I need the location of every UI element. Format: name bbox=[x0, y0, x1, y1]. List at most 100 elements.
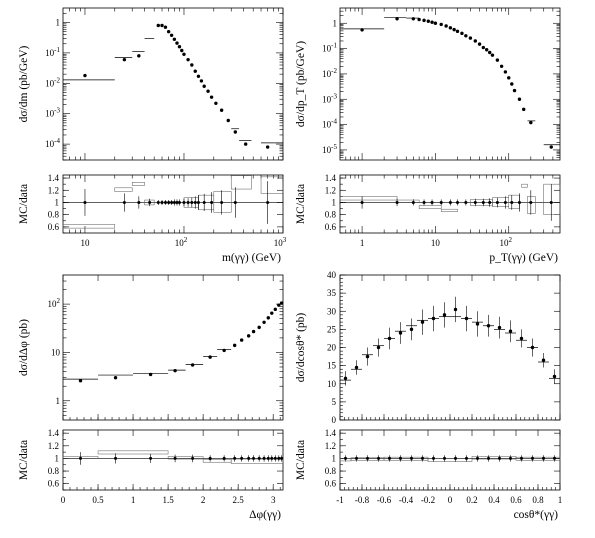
chart-costheta-xtick-label: -0.2 bbox=[421, 495, 435, 505]
chart-pt-ytick-label-exp: -5 bbox=[331, 143, 337, 151]
chart-mass-ratio-point bbox=[122, 200, 126, 204]
chart-pt-data-point bbox=[549, 145, 553, 149]
chart-pt-ytick-label-exp: -4 bbox=[331, 118, 337, 126]
chart-mass-data-point bbox=[137, 54, 141, 58]
chart-costheta-ylabel: dσ/dcosθ* (pb) bbox=[295, 313, 307, 383]
chart-dphi-ratio-point bbox=[222, 456, 226, 460]
chart-mass-ytick-label: 10-2 bbox=[45, 76, 60, 88]
chart-costheta-xlabel: cosθ*(γγ) bbox=[514, 509, 559, 521]
chart-mass-data-point bbox=[156, 23, 160, 28]
chart-pt-ylabel: dσ/dp_T (pb/GeV) bbox=[295, 41, 307, 127]
chart-pt-ratio-point bbox=[422, 200, 426, 204]
chart-pt-ytick-label: 10-3 bbox=[322, 92, 337, 104]
chart-costheta-data-point bbox=[519, 336, 524, 341]
chart-pt-ratio-point bbox=[529, 200, 533, 204]
chart-mass-xlabel: m(γγ) (GeV) bbox=[222, 252, 281, 264]
chart-mass-data-point bbox=[226, 118, 230, 123]
chart-pt-ratio-mc-box bbox=[418, 205, 442, 209]
chart-dphi-xtick-label: 2 bbox=[201, 495, 206, 505]
chart-dphi-ratio-mc-box bbox=[167, 456, 204, 460]
chart-pt-data-point bbox=[468, 36, 473, 40]
chart-dphi-data-point bbox=[173, 368, 177, 373]
chart-pt-data-point bbox=[473, 39, 478, 43]
chart-dphi-data-point bbox=[277, 303, 281, 307]
chart-pt-data-point bbox=[488, 50, 492, 55]
chart-dphi-ratio-mc-box bbox=[97, 450, 169, 455]
chart-mass-data-point bbox=[214, 101, 218, 105]
chart-costheta-data-point bbox=[453, 307, 458, 312]
chart-pt-ratio-point bbox=[549, 200, 553, 204]
chart-dphi-xtick-label: 0.5 bbox=[92, 495, 104, 505]
chart-pt-ratio-point bbox=[411, 200, 415, 204]
chart-pt-data-point bbox=[522, 107, 526, 112]
chart-costheta-ratio-point bbox=[465, 456, 468, 460]
chart-mass-data-point bbox=[166, 29, 171, 34]
chart-dphi-data-point bbox=[251, 329, 256, 334]
chart-pt-data-point bbox=[499, 64, 504, 68]
chart-mass-ytick-label: 10-1 bbox=[45, 46, 60, 58]
chart-mass-ratio-point bbox=[196, 200, 200, 204]
chart-pt-data-point bbox=[529, 120, 533, 125]
chart-pt-ytick-label-exp: -1 bbox=[331, 42, 337, 50]
chart-dphi-ratio-point bbox=[270, 456, 274, 460]
chart-mass-ratio-ytick-label: 1 bbox=[55, 197, 60, 207]
chart-pt-data-point bbox=[426, 19, 431, 23]
chart-dphi-data-point bbox=[257, 325, 261, 330]
chart-pt-data-point bbox=[448, 26, 453, 30]
chart-dphi-ratio-point bbox=[149, 456, 153, 460]
chart-mass-ratio-ytick-label: 0.6 bbox=[48, 222, 60, 232]
chart-costheta-ratio-point bbox=[542, 456, 545, 460]
chart-pt-ratio-point bbox=[503, 200, 507, 204]
chart-costheta-ratio-point bbox=[432, 456, 435, 460]
chart-pt-data-point bbox=[411, 17, 416, 21]
chart-dphi-ratio-ylabel: MC/data bbox=[18, 440, 30, 480]
chart-mass-data-point bbox=[193, 69, 197, 73]
chart-dphi-ytick-label: 10 bbox=[51, 347, 61, 357]
chart-pt-xtick-label-exp: 2 bbox=[508, 236, 512, 244]
chart-mass-data-point bbox=[219, 108, 224, 112]
chart-costheta-ytick-label: 40 bbox=[327, 270, 337, 280]
chart-pt-data-point bbox=[430, 20, 434, 24]
chart-mass-xtick-label: 103 bbox=[274, 236, 287, 248]
chart-pt-data-point bbox=[481, 45, 486, 50]
chart-pt-data-point bbox=[433, 21, 438, 25]
chart-mass-ratio-point bbox=[182, 200, 186, 204]
chart-costheta-ratio-point bbox=[366, 456, 369, 460]
chart-mass-xtick-label: 10 bbox=[80, 238, 90, 248]
chart-dphi-xtick-label: 2.5 bbox=[233, 495, 245, 505]
chart-dphi-main-frame bbox=[62, 274, 284, 421]
chart-dphi-ratio-ytick-label: 1.2 bbox=[48, 441, 59, 451]
chart-mass-data-point bbox=[172, 37, 177, 42]
chart-pt-main-frame bbox=[339, 7, 561, 161]
chart-mass-data-point bbox=[243, 142, 248, 146]
chart-mass-data-point bbox=[175, 41, 179, 45]
chart-costheta-data-point bbox=[464, 316, 469, 321]
chart-pt-data-point bbox=[503, 70, 508, 74]
chart-mass-data-point bbox=[182, 52, 186, 56]
chart-pt-ratio-point bbox=[510, 200, 514, 204]
chart-dphi-ratio-ytick-label: 0.8 bbox=[48, 466, 60, 476]
chart-costheta-ratio-point bbox=[388, 456, 391, 460]
chart-costheta-data-point bbox=[420, 320, 425, 324]
chart-mass-ratio-point bbox=[83, 200, 87, 204]
chart-costheta-data-point bbox=[486, 324, 491, 328]
chart-pt-data-point bbox=[477, 42, 482, 46]
chart-dphi-ratio-point bbox=[208, 456, 212, 460]
chart-costheta-data-point bbox=[365, 354, 370, 359]
chart-dphi-data-point bbox=[273, 307, 277, 312]
chart-dphi-xtick-label: 0 bbox=[61, 495, 66, 505]
chart-dphi-data-point bbox=[113, 376, 118, 380]
chart-dphi-ratio-point bbox=[277, 456, 281, 460]
chart-pt-data-point bbox=[422, 18, 426, 23]
chart-dphi-data-point bbox=[190, 363, 195, 367]
chart-pt-ratio-point bbox=[439, 200, 443, 204]
chart-pt-ratio-ytick-label: 1.2 bbox=[325, 185, 336, 195]
chart-pt-ratio-ytick-label: 1 bbox=[332, 197, 337, 207]
chart-pt-ytick-label: 10-1 bbox=[322, 42, 337, 54]
chart-mass-data-point bbox=[209, 95, 214, 99]
chart-pt-xtick-label: 10 bbox=[431, 238, 441, 248]
chart-pt-ratio-point bbox=[464, 200, 468, 204]
chart-mass-ratio-point bbox=[163, 200, 167, 204]
chart-dphi-data-point bbox=[246, 334, 251, 338]
chart-costheta-ratio-point bbox=[553, 456, 556, 460]
